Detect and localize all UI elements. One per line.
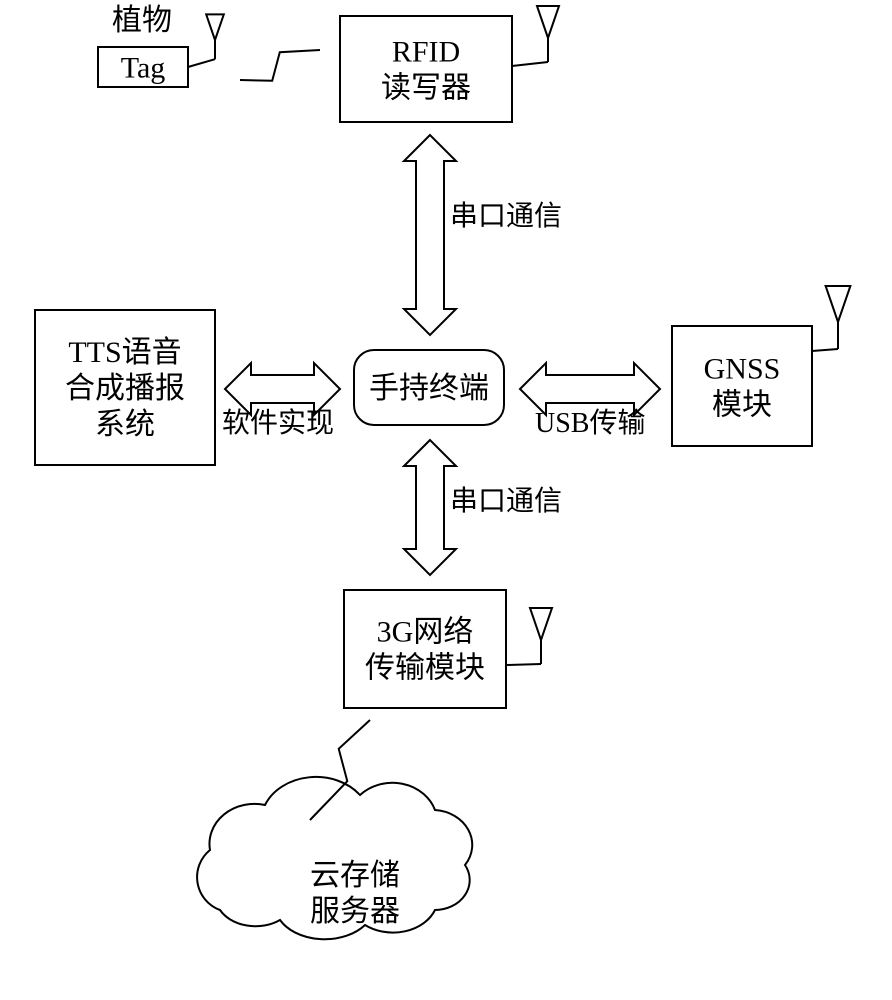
system-diagram: 植物 Tag RFID读写器 TTS语音合成播报系统 手持终端 GNSS模块 3G网络传输模… xyxy=(0,0,892,1000)
gnss-antenna-icon xyxy=(826,286,851,322)
gnss-box-label: GNSS模块 xyxy=(704,353,781,422)
cloud-label: 云存储服务器 xyxy=(310,859,400,928)
rfid-reader-box-label: RFID读写器 xyxy=(381,36,471,105)
arrow-rfid-terminal-label: 串口通信 xyxy=(450,200,562,232)
arrow-terminal-net3g xyxy=(404,440,456,575)
plant-label: 植物 xyxy=(112,4,172,37)
tag-box-label: Tag xyxy=(121,52,166,85)
terminal-box-label: 手持终端 xyxy=(369,372,489,405)
arrow-rfid-terminal xyxy=(404,135,456,335)
net3g-box xyxy=(344,590,506,708)
arrow-tts-terminal-label: 软件实现 xyxy=(222,407,334,439)
net3g-box-label: 3G网络传输模块 xyxy=(365,616,485,685)
arrow-terminal-net3g-label: 串口通信 xyxy=(450,485,562,517)
rfid-reader-box xyxy=(340,16,512,122)
gnss-box xyxy=(672,326,812,446)
net3g-antenna-icon xyxy=(530,608,552,640)
rf-link-net3g-cloud-icon xyxy=(310,720,370,820)
tts-box-label: TTS语音合成播报系统 xyxy=(65,336,185,441)
rf-link-tag-rfid-icon xyxy=(240,50,320,81)
tag-antenna-icon xyxy=(206,14,224,40)
rfid-antenna-icon xyxy=(537,6,559,38)
arrow-terminal-gnss-label: USB传输 xyxy=(535,407,645,439)
